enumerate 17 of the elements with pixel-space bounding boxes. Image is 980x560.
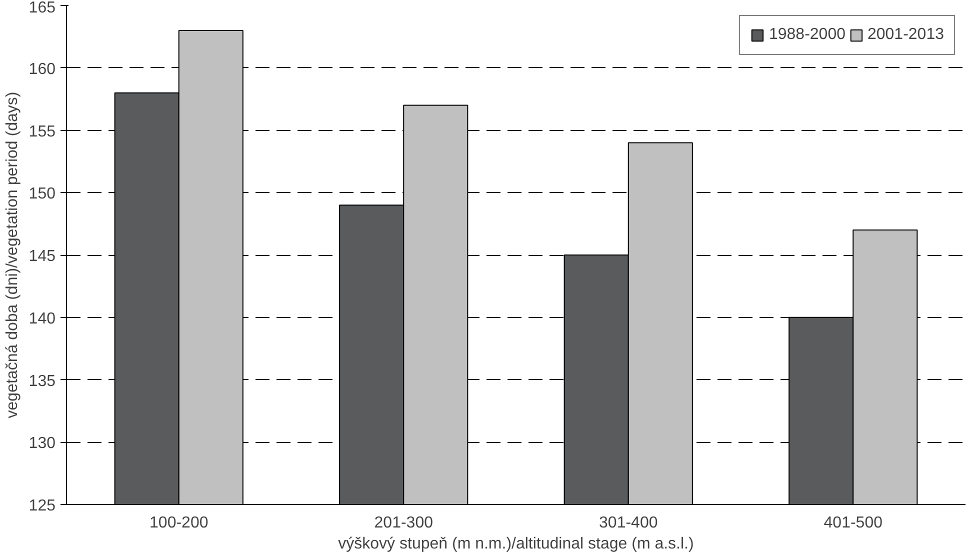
x-tick-label: 401-500 — [824, 514, 883, 532]
y-tick-label: 130 — [28, 435, 56, 452]
x-axis-title: výškový stupeň (m n.m.)/altitudinal stage (m a.s.l.) — [338, 536, 694, 552]
y-tick-label: 165 — [28, 0, 56, 16]
y-tick-label: 140 — [28, 310, 56, 328]
legend-label: 2001-2013 — [867, 26, 944, 44]
y-tick-label: 155 — [28, 123, 56, 140]
y-tick-label: 150 — [28, 186, 56, 203]
y-axis-title: vegetačná doba (dni)/vegetation period (days) — [4, 92, 21, 418]
y-tick-label: 145 — [28, 248, 56, 265]
y-tick-label: 135 — [28, 372, 56, 390]
x-tick-label: 100-200 — [150, 514, 208, 532]
x-tick-label: 201-300 — [374, 514, 434, 532]
y-tick-label: 125 — [28, 498, 56, 514]
legend-label: 1988-2000 — [768, 26, 846, 44]
x-tick-label: 301-400 — [599, 514, 658, 532]
y-tick-label: 160 — [28, 60, 56, 78]
